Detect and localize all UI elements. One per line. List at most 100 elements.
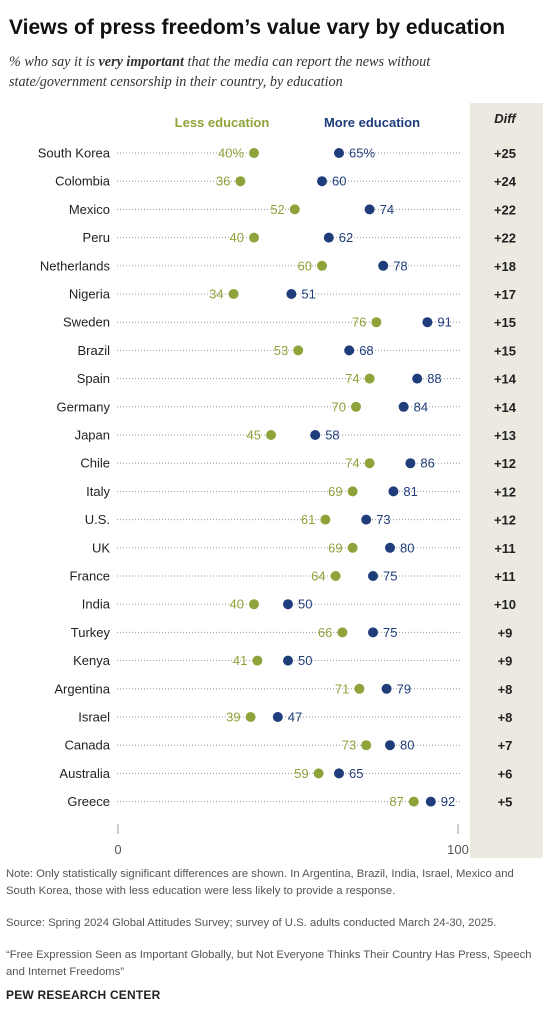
more-education-dot: [422, 317, 433, 328]
more-education-dot: [368, 627, 378, 638]
category-label: Japan: [75, 428, 110, 443]
legend-more-education: More education: [324, 115, 420, 130]
less-education-dot: [228, 289, 239, 299]
diff-value: +12: [494, 484, 516, 499]
more-education-value-label: 75: [383, 569, 397, 584]
less-education-value-label: 66: [318, 625, 332, 640]
diff-value: +17: [494, 287, 516, 302]
diff-value: +7: [498, 738, 513, 753]
subtitle-pre: % who say it is: [9, 54, 99, 70]
more-education-dot: [412, 373, 423, 384]
less-education-value-label: 60: [298, 258, 312, 273]
diff-value: +12: [494, 513, 516, 528]
report-title-quote: “Free Expression Seen as Important Globa…: [6, 949, 532, 978]
diff-value: +15: [494, 315, 516, 330]
more-education-dot: [310, 430, 321, 440]
category-label: India: [82, 597, 111, 612]
diff-value: +15: [494, 343, 516, 358]
category-label: Canada: [64, 738, 110, 753]
more-education-value-label: 73: [376, 512, 390, 527]
diff-value: +10: [494, 597, 516, 612]
more-education-dot: [368, 571, 378, 581]
less-education-value-label: 34: [209, 287, 223, 302]
more-education-dot: [398, 401, 409, 412]
category-label: Spain: [77, 371, 110, 386]
more-education-value-label: 84: [414, 399, 428, 414]
less-education-value-label: 69: [328, 484, 342, 499]
less-education-dot: [337, 627, 348, 638]
less-education-value-label: 59: [294, 766, 308, 781]
diff-value: +18: [494, 259, 516, 274]
less-education-dot: [330, 571, 341, 581]
more-education-value-label: 65: [349, 766, 363, 781]
less-education-dot: [361, 740, 372, 751]
less-education-value-label: 70: [332, 399, 346, 414]
diff-value: +8: [498, 710, 513, 725]
diff-value: +11: [494, 541, 515, 556]
more-education-dot: [378, 260, 389, 271]
more-education-dot: [317, 176, 327, 187]
less-education-dot: [354, 683, 365, 694]
less-education-dot: [313, 768, 324, 779]
less-education-dot: [249, 232, 259, 243]
more-education-value-label: 51: [301, 287, 315, 302]
less-education-value-label: 64: [311, 569, 325, 584]
less-education-dot: [252, 655, 263, 666]
less-education-value-label: 41: [233, 653, 247, 668]
category-label: France: [70, 569, 110, 584]
less-education-dot: [293, 345, 304, 356]
more-education-value-label: 60: [332, 174, 346, 189]
less-education-value-label: 61: [301, 512, 315, 527]
subtitle-emphasis: very important: [98, 54, 184, 70]
more-education-value-label: 65%: [349, 146, 375, 161]
category-label: U.S.: [85, 512, 110, 527]
less-education-value-label: 71: [335, 681, 349, 696]
diff-value: +22: [494, 231, 516, 246]
more-education-dot: [425, 796, 436, 807]
axis-tick-label-100: 100: [447, 842, 469, 857]
less-education-value-label: 39: [226, 710, 240, 725]
less-education-value-label: 40: [230, 597, 244, 612]
category-label: Colombia: [55, 174, 111, 189]
category-label: Netherlands: [40, 258, 111, 273]
diff-column-header: Diff: [494, 111, 517, 126]
more-education-value-label: 86: [420, 456, 434, 471]
more-education-dot: [405, 458, 416, 469]
less-education-dot: [289, 204, 300, 215]
chart-rows: South Korea 40% 65% +25 Colombia 36 60 +24 Mexic…: [38, 146, 517, 810]
more-education-dot: [272, 712, 283, 722]
category-label: Turkey: [71, 625, 111, 640]
more-education-value-label: 92: [441, 794, 455, 809]
less-education-dot: [347, 542, 358, 553]
more-education-value-label: 81: [403, 484, 417, 499]
less-education-value-label: 40%: [218, 146, 244, 161]
less-education-value-label: 52: [270, 202, 284, 217]
more-education-value-label: 78: [393, 258, 407, 273]
diff-value: +13: [494, 428, 516, 443]
subtitle-post: that the media can report the news witho…: [9, 54, 431, 90]
diff-value: +5: [498, 795, 513, 810]
diff-value: +25: [494, 146, 516, 161]
more-education-dot: [385, 740, 395, 751]
more-education-dot: [385, 542, 395, 553]
diff-value: +14: [494, 372, 517, 387]
less-education-value-label: 53: [274, 343, 288, 358]
more-education-value-label: 91: [437, 315, 451, 330]
category-label: Australia: [59, 766, 110, 781]
more-education-dot: [361, 514, 372, 525]
diff-value: +11: [494, 569, 515, 584]
category-label: Chile: [80, 456, 110, 471]
less-education-dot: [364, 373, 375, 384]
more-education-value-label: 88: [427, 371, 441, 386]
more-education-dot: [364, 204, 375, 215]
less-education-value-label: 45: [247, 428, 261, 443]
category-label: Brazil: [77, 343, 110, 358]
more-education-value-label: 50: [298, 653, 312, 668]
diff-value: +9: [498, 654, 513, 669]
more-education-value-label: 80: [400, 738, 414, 753]
less-education-dot: [266, 430, 276, 440]
more-education-dot: [344, 345, 355, 356]
less-education-value-label: 40: [230, 230, 244, 245]
less-education-value-label: 74: [345, 456, 359, 471]
dot-plot-chart: Diff Less education More education South…: [38, 103, 543, 858]
